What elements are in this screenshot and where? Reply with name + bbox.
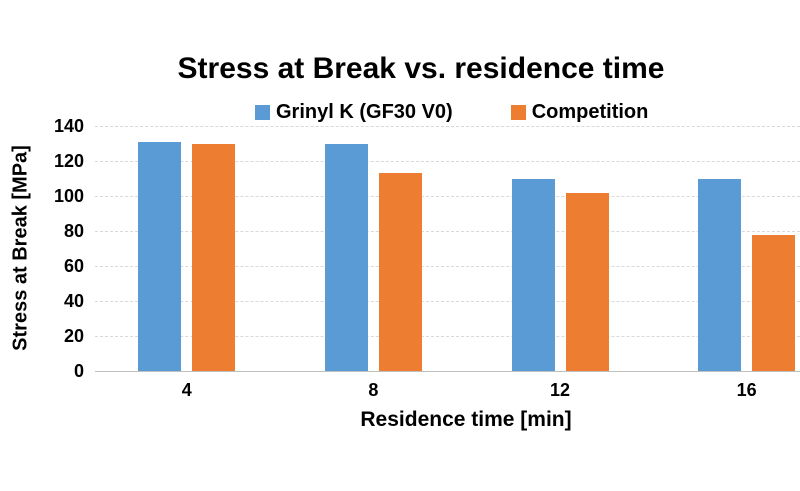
gridline-y-100: [95, 196, 800, 197]
y-tick-label-20: 20: [63, 326, 84, 346]
x-tick-label-8: 8: [368, 380, 379, 400]
y-tick-label-40: 40: [63, 291, 84, 311]
y-tick-label-120: 120: [53, 151, 84, 171]
y-axis-title: Stress at Break [MPa]: [9, 145, 32, 351]
chart-title: Stress at Break vs. residence time: [177, 52, 665, 85]
legend-item-competition: Competition: [510, 101, 649, 124]
plot-area: [95, 126, 800, 372]
bar-competition-4min: [192, 143, 236, 371]
y-tick-label-100: 100: [53, 186, 84, 206]
legend: Grinyl K (GF30 V0) Competition: [255, 101, 648, 124]
x-tick-label-4: 4: [181, 380, 192, 400]
gridline-y-60: [95, 266, 800, 267]
y-tick-label-140: 140: [53, 116, 84, 136]
gridline-y-120: [95, 161, 800, 162]
gridline-y-40: [95, 301, 800, 302]
y-tick-label-0: 0: [73, 361, 84, 381]
bar-grinyl-k-16min: [698, 178, 742, 371]
bar-grinyl-k-12min: [511, 178, 555, 371]
x-tick-label-16: 16: [736, 380, 757, 400]
gridline-y-140: [95, 126, 800, 127]
gridline-y-20: [95, 336, 800, 337]
legend-label: Grinyl K (GF30 V0): [276, 101, 453, 123]
bar-competition-16min: [752, 234, 796, 371]
bar-competition-8min: [378, 173, 422, 371]
bar-grinyl-k-4min: [138, 141, 182, 371]
y-tick-label-60: 60: [63, 256, 84, 276]
legend-swatch-icon: [510, 105, 526, 120]
legend-swatch-icon: [255, 105, 270, 120]
bar-competition-12min: [565, 192, 609, 371]
y-tick-label-80: 80: [63, 221, 84, 241]
x-axis-title: Residence time [min]: [360, 408, 572, 431]
bar-grinyl-k-8min: [324, 143, 368, 371]
legend-item-grinyl-k: Grinyl K (GF30 V0): [255, 101, 453, 124]
legend-label: Competition: [531, 101, 649, 123]
x-tick-label-12: 12: [549, 380, 571, 400]
gridline-y-80: [95, 231, 800, 232]
